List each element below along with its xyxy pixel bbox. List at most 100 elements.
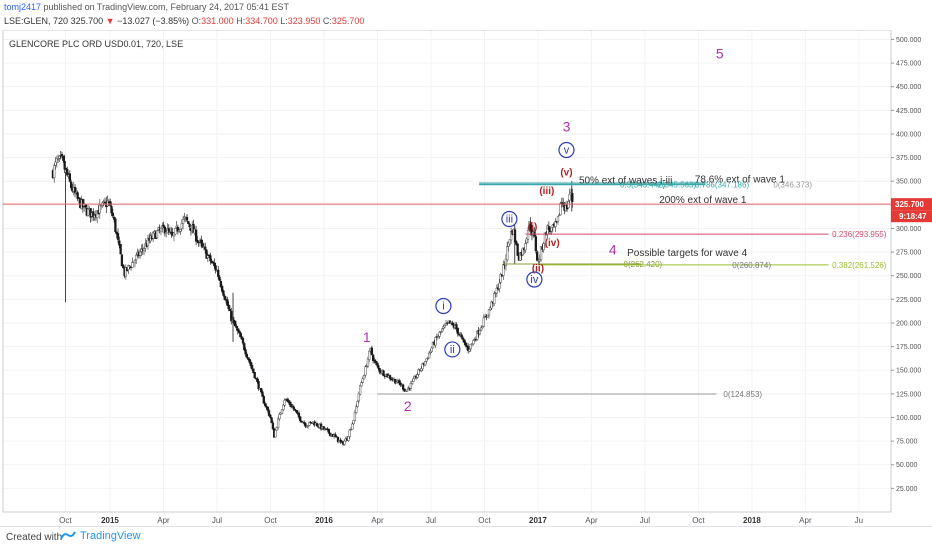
y-tick-label: 100.000 (896, 415, 921, 422)
candle-body (289, 403, 293, 407)
candle-body (127, 265, 130, 270)
candle-body (463, 339, 466, 343)
candle-body (547, 226, 551, 230)
candle-body (275, 427, 278, 431)
candle-body (502, 264, 505, 276)
y-tick-label: 150.000 (896, 368, 921, 375)
candle-body (409, 383, 413, 389)
x-tick-label: Apr (371, 516, 384, 525)
candle-body (211, 261, 215, 264)
candle-body (306, 425, 310, 427)
candle-body (53, 165, 56, 178)
candle-body (135, 255, 138, 260)
candle-body (351, 423, 354, 430)
y-tick-label: 425.000 (896, 108, 921, 115)
price-chart[interactable]: 500.000475.000450.000425.000400.000375.0… (0, 30, 932, 526)
candle-body (426, 357, 429, 360)
x-tick-label: Oct (478, 516, 491, 525)
candle-body (234, 320, 237, 327)
created-with-text: Created with (6, 532, 63, 543)
candle-body (133, 260, 137, 264)
candle-body (245, 354, 249, 358)
fib-level-label: 2(345.563) (657, 181, 696, 190)
candle-body (270, 417, 273, 424)
wave-label-minor: iii (506, 214, 513, 226)
down-arrow-icon: ▼ (105, 16, 115, 26)
candle-body (343, 440, 346, 445)
candle-body (464, 342, 467, 346)
candle-body (114, 218, 117, 233)
candle-body (403, 388, 406, 391)
candle-body (478, 330, 482, 335)
time-axis[interactable]: Oct 2015 Apr Jul Oct 2016 Apr Jul Oct 2017 Apr Jul O… (59, 516, 863, 525)
candle-body (283, 399, 286, 406)
wave-circle (501, 210, 518, 228)
candle-body (241, 338, 245, 344)
candle-body (304, 423, 307, 427)
candle-body (248, 358, 251, 363)
price-axis[interactable]: 500.000 475.000 450.000 425.000 400.000 375.0… (891, 37, 932, 493)
candle-body (486, 315, 489, 318)
candle-body (269, 414, 272, 418)
candle-body (469, 343, 472, 350)
y-tick-label: 300.000 (896, 226, 921, 233)
candle-body (77, 197, 81, 199)
chart-header: tomj2417 published on TradingView.com, F… (0, 0, 932, 30)
annotation-text: 78.6% ext of wave 1 (695, 174, 785, 185)
author-link[interactable]: tomj2417 (4, 2, 42, 12)
candle-body (416, 374, 419, 378)
candle-body (194, 229, 198, 242)
wave-label-minor: ii (450, 344, 455, 356)
last-price-tag[interactable]: 325.700 9:18:47 (891, 198, 932, 223)
candle-body (434, 336, 437, 346)
candle-body (226, 299, 229, 306)
candle-body (110, 206, 113, 214)
candle-body (73, 187, 77, 194)
candle-body (305, 426, 308, 428)
candle-body (487, 309, 491, 316)
candle-body (421, 363, 424, 370)
candle-body (382, 370, 385, 376)
candle-body (430, 347, 433, 352)
candle-body (68, 173, 71, 182)
wave-label-minute: (ii) (532, 264, 544, 275)
wave-label-minor: v (564, 145, 570, 157)
candle-body (443, 325, 446, 328)
x-tick-label: Apr (799, 516, 812, 525)
x-tick-label: Ju (855, 516, 863, 525)
candle-body (274, 430, 277, 438)
candle-body (519, 252, 522, 261)
fib-level-label: 0.382(261.526) (832, 261, 887, 270)
candle-body (286, 398, 289, 402)
candle-body (84, 204, 87, 208)
candle-body (398, 380, 401, 384)
candle-body (536, 251, 539, 261)
candle-body (451, 322, 454, 325)
candle-body (197, 241, 200, 244)
candle-body (209, 255, 212, 262)
wave-label-minute: (iv) (545, 238, 560, 249)
ohlc-line: LSE:GLEN, 720 325.700 ▼ −13.027 (−3.85%)… (4, 16, 364, 26)
y-tick-label: 500.000 (896, 37, 921, 44)
y-tick-label: 350.000 (896, 179, 921, 186)
candle-body (539, 246, 543, 260)
chart-background (0, 30, 932, 526)
close-key: C: (322, 16, 332, 26)
candle-body (223, 295, 226, 300)
y-tick-label: 75.000 (896, 439, 918, 446)
candle-body (262, 396, 265, 404)
candle-body (76, 192, 79, 199)
annotation-text: 50% ext of waves i-iii (579, 175, 672, 186)
candle-body (482, 317, 485, 327)
candle-body (86, 208, 90, 216)
candle-body (159, 228, 163, 232)
tradingview-brand[interactable]: TradingView (60, 530, 141, 542)
candle-body (116, 232, 120, 240)
candle-body (405, 389, 409, 392)
symbol-label: LSE:GLEN, 720 (4, 16, 69, 26)
candle-body (446, 322, 449, 324)
candle-body (373, 359, 376, 362)
candle-body (437, 336, 440, 338)
annotation-text: Possible targets for wave 4 (627, 248, 747, 259)
candle-body (327, 429, 331, 434)
